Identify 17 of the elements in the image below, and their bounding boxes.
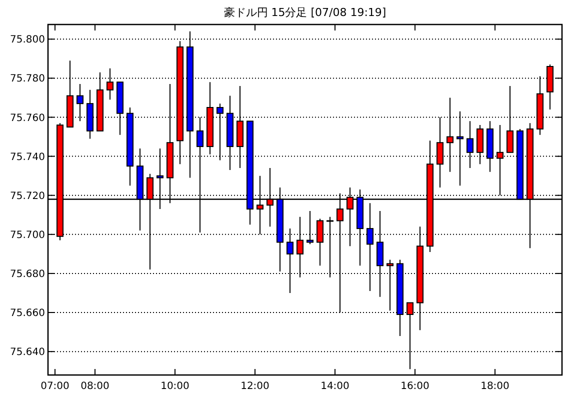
- chart-title: 豪ドル円 15分足 [07/08 19:19]: [224, 6, 386, 19]
- y-tick-label: 75.640: [10, 347, 45, 358]
- y-tick-label: 75.720: [10, 190, 45, 202]
- x-tick-label: 07:00: [40, 381, 70, 392]
- y-tick-label: 75.660: [10, 308, 45, 320]
- y-tick-label: 75.680: [10, 268, 45, 280]
- x-tick-label: 10:00: [160, 381, 190, 392]
- y-tick-label: 75.800: [10, 34, 45, 46]
- x-tick-label: 12:00: [240, 381, 270, 392]
- y-tick-label: 75.760: [10, 112, 45, 124]
- x-tick-label: 16:00: [400, 381, 430, 392]
- x-tick-label: 08:00: [80, 381, 110, 392]
- y-tick-label: 75.780: [10, 74, 45, 85]
- y-tick-label: 75.740: [10, 152, 45, 163]
- x-tick-label: 14:00: [320, 381, 350, 392]
- y-tick-label: 75.700: [10, 230, 45, 241]
- x-tick-label: 18:00: [480, 381, 510, 392]
